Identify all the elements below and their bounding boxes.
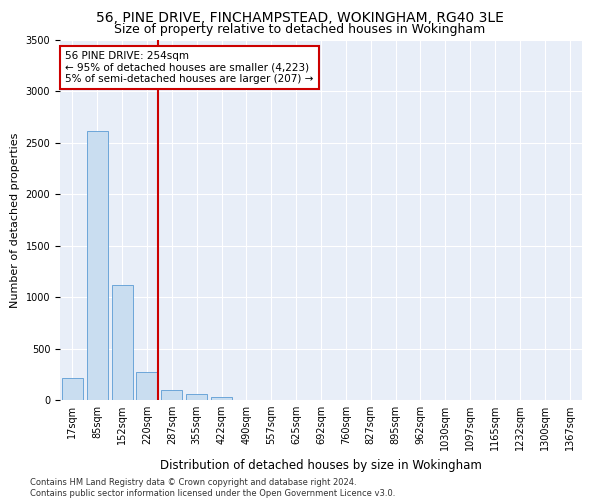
Bar (112, 285, 133, 400)
Bar (136, 372, 158, 400)
Bar (87, 130, 108, 400)
X-axis label: Distribution of detached houses by size in Wokingham: Distribution of detached houses by size … (160, 458, 482, 471)
Text: Contains HM Land Registry data © Crown copyright and database right 2024.
Contai: Contains HM Land Registry data © Crown c… (30, 478, 395, 498)
Bar (211, 397, 232, 400)
Text: 56 PINE DRIVE: 254sqm
← 95% of detached houses are smaller (4,223)
5% of semi-de: 56 PINE DRIVE: 254sqm ← 95% of detached … (65, 51, 314, 84)
Bar (186, 394, 207, 400)
Bar (161, 390, 182, 400)
Bar (62, 378, 83, 400)
Y-axis label: Number of detached properties: Number of detached properties (10, 132, 20, 308)
Text: 56, PINE DRIVE, FINCHAMPSTEAD, WOKINGHAM, RG40 3LE: 56, PINE DRIVE, FINCHAMPSTEAD, WOKINGHAM… (96, 11, 504, 25)
Text: Size of property relative to detached houses in Wokingham: Size of property relative to detached ho… (115, 22, 485, 36)
